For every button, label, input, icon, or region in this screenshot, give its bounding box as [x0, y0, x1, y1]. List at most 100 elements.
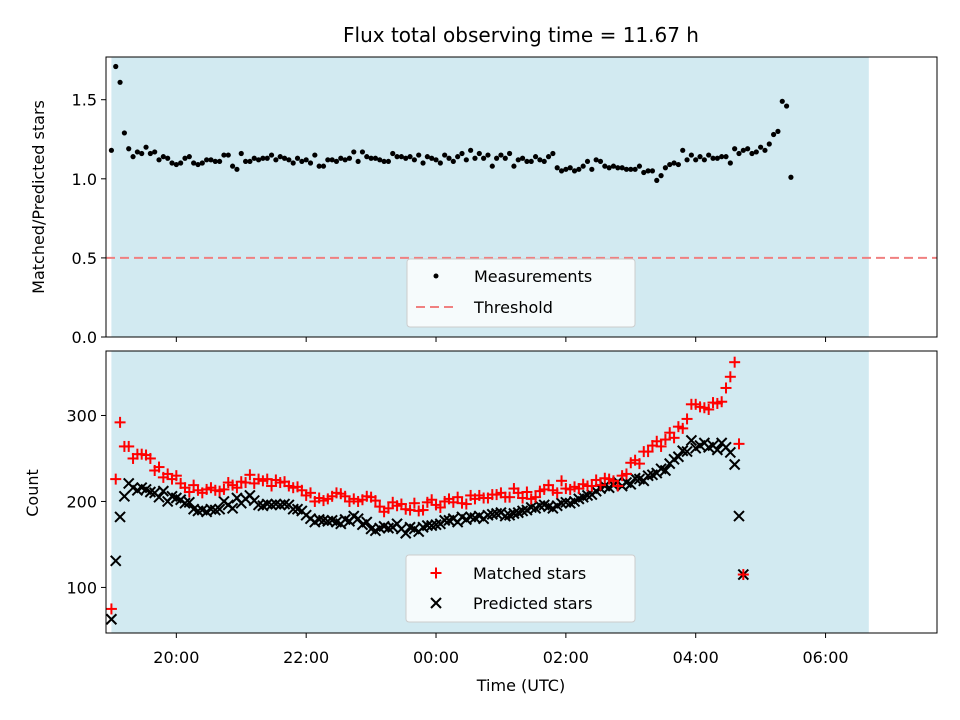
- measurement-point: [515, 157, 521, 163]
- matched-point: [703, 403, 715, 415]
- matched-point: [737, 569, 749, 581]
- predicted-point: [317, 514, 330, 527]
- matched-point: [105, 603, 117, 615]
- measurement-point: [277, 154, 283, 160]
- measurement-point: [325, 157, 331, 163]
- predicted-point: [733, 510, 745, 522]
- measurement-point: [307, 160, 314, 166]
- matched-point: [551, 487, 563, 499]
- measurement-point: [550, 150, 556, 157]
- count-y-tick-label: 300: [66, 406, 97, 425]
- measurement-point: [727, 160, 733, 166]
- measurement-point: [576, 166, 582, 172]
- measurement-point: [208, 157, 214, 163]
- measurement-point: [498, 152, 504, 158]
- measurement-point: [394, 154, 400, 160]
- matched-point: [681, 413, 693, 425]
- measurement-point: [632, 166, 638, 172]
- predicted-point: [425, 519, 438, 532]
- measurement-point: [693, 157, 699, 163]
- matched-point: [668, 432, 680, 444]
- measurement-point: [684, 157, 690, 163]
- matched-point: [733, 438, 745, 450]
- predicted-point: [313, 513, 325, 526]
- measurements-legend-marker: [433, 273, 439, 279]
- matched-point: [633, 458, 645, 470]
- predicted-point: [508, 507, 520, 520]
- measurement-point: [580, 163, 586, 169]
- predicted-point: [724, 446, 737, 459]
- predicted-point: [118, 490, 131, 503]
- measurement-point: [688, 152, 694, 158]
- matched-point: [716, 396, 728, 408]
- matched-point: [369, 495, 381, 507]
- predicted-point: [274, 499, 286, 511]
- measurement-point: [654, 177, 660, 183]
- predicted-point: [261, 498, 273, 510]
- predicted-point: [516, 505, 529, 517]
- predicted-point: [179, 497, 191, 509]
- matched-point: [724, 371, 736, 383]
- measurement-point: [381, 158, 387, 165]
- matched-point: [305, 487, 317, 499]
- predicted-point: [213, 503, 226, 515]
- matched-point: [144, 452, 156, 464]
- measurement-point: [217, 158, 223, 165]
- matched-point: [504, 491, 516, 503]
- measurement-point: [152, 149, 158, 155]
- measurement-point: [571, 168, 578, 174]
- measurement-point: [680, 147, 686, 153]
- matched-point: [218, 483, 230, 495]
- x-tick-label: 22:00: [283, 648, 329, 667]
- x-tick-label: 02:00: [543, 648, 589, 667]
- measurement-point: [355, 158, 361, 165]
- ratio-legend: Measurements Threshold: [406, 258, 636, 328]
- measurement-point: [528, 158, 534, 165]
- measurement-point: [732, 146, 738, 152]
- measurement-point: [268, 152, 275, 158]
- measurement-point: [649, 168, 656, 174]
- predicted-point: [581, 489, 594, 502]
- measurement-point: [623, 166, 630, 172]
- matched-point: [659, 434, 671, 446]
- measurement-point: [463, 157, 469, 163]
- predicted-point: [438, 514, 451, 527]
- measurement-point: [225, 152, 231, 158]
- matched-point: [408, 497, 420, 509]
- predicted-point: [625, 478, 637, 490]
- measurement-point: [329, 157, 335, 163]
- measurement-point: [312, 152, 318, 158]
- measurement-point: [433, 157, 439, 163]
- measurement-point: [407, 154, 413, 160]
- measurement-point: [398, 154, 404, 160]
- measurement-point: [242, 158, 249, 165]
- predicted-point: [205, 503, 217, 515]
- predicted-point: [382, 522, 395, 534]
- measurement-point: [468, 147, 474, 153]
- x-tick-label: 00:00: [413, 648, 459, 667]
- measurement-point: [221, 152, 227, 158]
- measurement-point: [719, 154, 725, 160]
- measurement-point: [286, 157, 292, 163]
- matched-point: [612, 480, 624, 492]
- measurement-point: [450, 158, 456, 165]
- ratio-y-tick-label: 0.5: [72, 249, 97, 268]
- measurement-point: [372, 155, 379, 161]
- measurement-point: [446, 155, 452, 161]
- measurement-point: [113, 63, 119, 70]
- measurement-point: [299, 158, 305, 165]
- count-y-tick-label: 100: [66, 578, 97, 597]
- count-legend: Matched stars Predicted stars: [405, 554, 636, 623]
- matched-point: [460, 498, 472, 510]
- predicted-point: [400, 527, 412, 539]
- ratio-plot-frame: [105, 56, 938, 338]
- measurement-point: [584, 158, 591, 165]
- matched-point: [114, 416, 126, 428]
- measurement-point: [472, 155, 478, 161]
- measurement-point: [121, 130, 127, 136]
- predicted-point: [486, 508, 498, 521]
- count-y-tick-label: 200: [66, 492, 97, 511]
- measurement-point: [212, 158, 218, 165]
- measurement-point: [303, 157, 309, 163]
